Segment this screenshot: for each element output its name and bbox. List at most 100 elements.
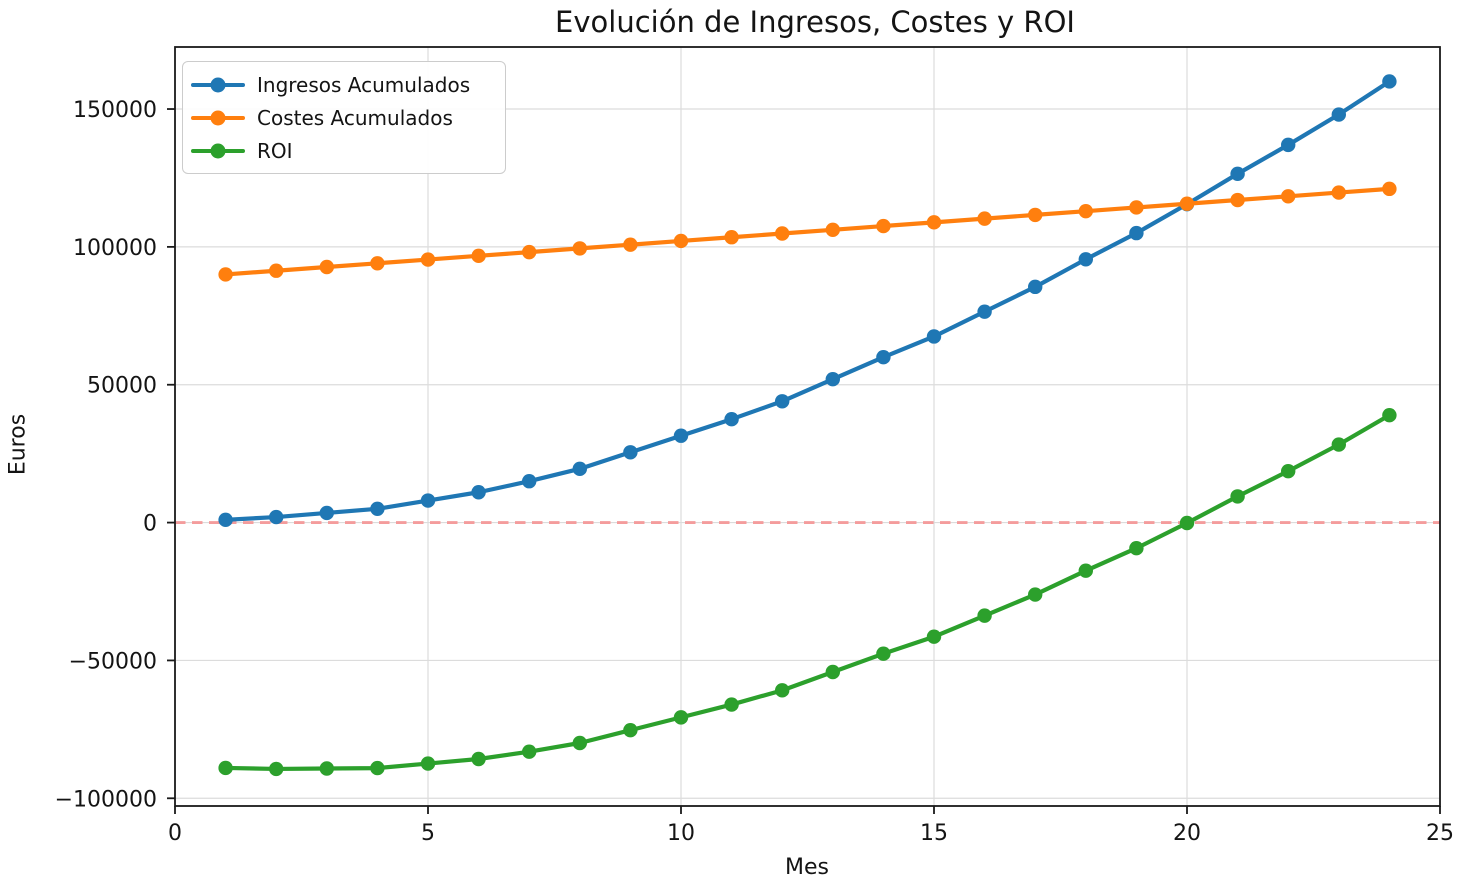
series-ingresos-acumulados-marker bbox=[522, 474, 537, 489]
y-tick-label: 100000 bbox=[73, 236, 157, 261]
series-ingresos-acumulados-marker bbox=[1129, 225, 1144, 241]
chart-title: Evolución de Ingresos, Costes y ROI bbox=[555, 5, 1075, 39]
series-roi-marker bbox=[572, 735, 587, 751]
series-roi-marker bbox=[775, 683, 790, 698]
series-costes-acumulados-marker bbox=[1078, 203, 1094, 219]
series-roi-marker bbox=[420, 756, 436, 771]
axes-spines bbox=[174, 46, 1441, 807]
series-ingresos-acumulados-marker bbox=[1230, 166, 1245, 182]
series-costes-acumulados-marker bbox=[673, 233, 689, 249]
series-roi-marker bbox=[623, 722, 638, 738]
legend-marker-ingresos-icon bbox=[191, 77, 245, 93]
series-ingresos-acumulados-marker bbox=[1382, 74, 1397, 89]
series-costes-acumulados-marker bbox=[1331, 185, 1347, 200]
series-ingresos-acumulados-marker bbox=[977, 304, 992, 319]
y-tick-label: 150000 bbox=[73, 98, 157, 123]
series-costes-acumulados-marker bbox=[1230, 192, 1245, 208]
series-roi-marker bbox=[1129, 541, 1144, 556]
series-ingresos-acumulados-marker bbox=[269, 509, 284, 525]
legend-item-roi: ROI bbox=[191, 137, 493, 164]
series-roi-marker bbox=[926, 629, 942, 644]
series-costes-acumulados-marker bbox=[775, 226, 790, 241]
series-ingresos-acumulados-marker bbox=[673, 428, 689, 443]
series-roi-marker bbox=[724, 697, 739, 712]
series-ingresos-acumulados-marker bbox=[471, 485, 486, 500]
series-costes-acumulados-marker bbox=[977, 211, 992, 226]
x-tick-label: 20 bbox=[1173, 821, 1201, 846]
legend-marker-costes-icon bbox=[191, 110, 245, 126]
legend-marker-roi-icon bbox=[191, 143, 245, 159]
series-ingresos-acumulados-marker bbox=[724, 411, 739, 427]
series-costes-acumulados-marker bbox=[370, 256, 385, 271]
legend-item-ingresos: Ingresos Acumulados bbox=[191, 71, 493, 98]
series-roi-marker bbox=[1331, 437, 1347, 452]
series-costes-acumulados-marker bbox=[269, 263, 284, 278]
series-costes-acumulados-marker bbox=[623, 237, 638, 252]
series-ingresos-acumulados-marker bbox=[1331, 107, 1347, 122]
series-ingresos-acumulados-line bbox=[223, 79, 1392, 522]
series-costes-acumulados-marker bbox=[1179, 196, 1195, 211]
series-ingresos-acumulados-marker bbox=[572, 461, 587, 477]
series-roi-marker bbox=[522, 744, 537, 759]
series-ingresos-acumulados-marker bbox=[1078, 252, 1094, 267]
series-costes-acumulados-marker bbox=[876, 218, 891, 234]
x-tick-label: 15 bbox=[920, 821, 948, 846]
series-roi-marker bbox=[1281, 463, 1296, 479]
series-costes-acumulados-marker bbox=[825, 222, 840, 237]
y-tick-label: 0 bbox=[143, 512, 157, 537]
x-tick-label: 0 bbox=[168, 821, 182, 846]
series-ingresos-acumulados-marker bbox=[1028, 279, 1043, 295]
series-costes-acumulados-marker bbox=[522, 244, 537, 260]
y-tick-label: 50000 bbox=[87, 374, 157, 399]
series-costes-acumulados-marker bbox=[1382, 181, 1397, 197]
series-costes-acumulados-marker bbox=[926, 215, 942, 230]
series-costes-acumulados-marker bbox=[1281, 189, 1296, 204]
series-costes-acumulados-marker bbox=[319, 259, 334, 275]
series-ingresos-acumulados-marker bbox=[876, 349, 891, 365]
series-roi-marker bbox=[1028, 587, 1043, 602]
series-roi-line bbox=[223, 413, 1392, 772]
series-ingresos-acumulados-marker bbox=[319, 505, 334, 521]
series-ingresos-acumulados-marker bbox=[370, 501, 385, 516]
series-roi-marker bbox=[977, 608, 992, 623]
x-tick-label: 5 bbox=[421, 821, 435, 846]
series-costes-acumulados-marker bbox=[1028, 207, 1043, 223]
series-costes-acumulados-marker bbox=[724, 230, 739, 245]
legend-label: Costes Acumulados bbox=[257, 105, 453, 130]
legend-label: ROI bbox=[257, 138, 293, 163]
y-axis-label: Euros bbox=[5, 413, 31, 476]
series-ingresos-acumulados-marker bbox=[623, 445, 638, 460]
y-tick-label: −50000 bbox=[69, 649, 157, 674]
series-ingresos-acumulados-marker bbox=[1281, 137, 1296, 153]
series-roi-marker bbox=[1078, 563, 1094, 578]
series-roi-marker bbox=[825, 664, 840, 680]
series-costes-acumulados-marker bbox=[572, 241, 587, 256]
x-axis-label: Mes bbox=[785, 855, 829, 880]
series-ingresos-acumulados-marker bbox=[218, 512, 233, 528]
series-ingresos-acumulados-marker bbox=[926, 329, 942, 344]
series-costes-acumulados-marker bbox=[1129, 200, 1144, 215]
series-ingresos-acumulados-marker bbox=[775, 394, 790, 409]
legend: Ingresos Acumulados Costes Acumulados RO… bbox=[182, 61, 506, 174]
series-roi-marker bbox=[370, 760, 385, 776]
series-ingresos-acumulados-marker bbox=[420, 493, 436, 508]
series-costes-acumulados-line bbox=[223, 186, 1392, 277]
series-roi-marker bbox=[1382, 407, 1397, 423]
series-roi-marker bbox=[218, 760, 233, 776]
series-costes-acumulados-marker bbox=[218, 267, 233, 282]
series-roi-marker bbox=[876, 646, 891, 661]
x-tick-label: 10 bbox=[667, 821, 695, 846]
series-roi-marker bbox=[1179, 515, 1195, 531]
series-costes-acumulados-marker bbox=[420, 252, 436, 267]
series-roi-marker bbox=[1230, 489, 1245, 504]
series-roi-marker bbox=[673, 710, 689, 725]
series-roi-marker bbox=[471, 751, 486, 767]
x-tick-label: 25 bbox=[1426, 821, 1454, 846]
series-roi-marker bbox=[269, 761, 284, 777]
y-tick-label: −100000 bbox=[55, 787, 157, 812]
series-ingresos-acumulados-marker bbox=[825, 372, 840, 387]
series-roi-marker bbox=[319, 761, 334, 776]
legend-label: Ingresos Acumulados bbox=[257, 72, 471, 97]
legend-item-costes: Costes Acumulados bbox=[191, 104, 493, 131]
